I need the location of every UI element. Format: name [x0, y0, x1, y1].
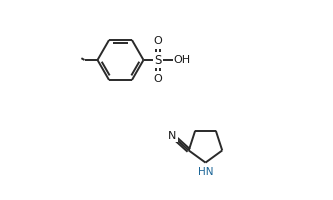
- Text: O: O: [154, 36, 162, 46]
- Text: O: O: [154, 74, 162, 84]
- Text: OH: OH: [174, 55, 191, 65]
- Text: N: N: [168, 131, 176, 141]
- Text: S: S: [154, 53, 162, 66]
- Text: HN: HN: [198, 167, 213, 177]
